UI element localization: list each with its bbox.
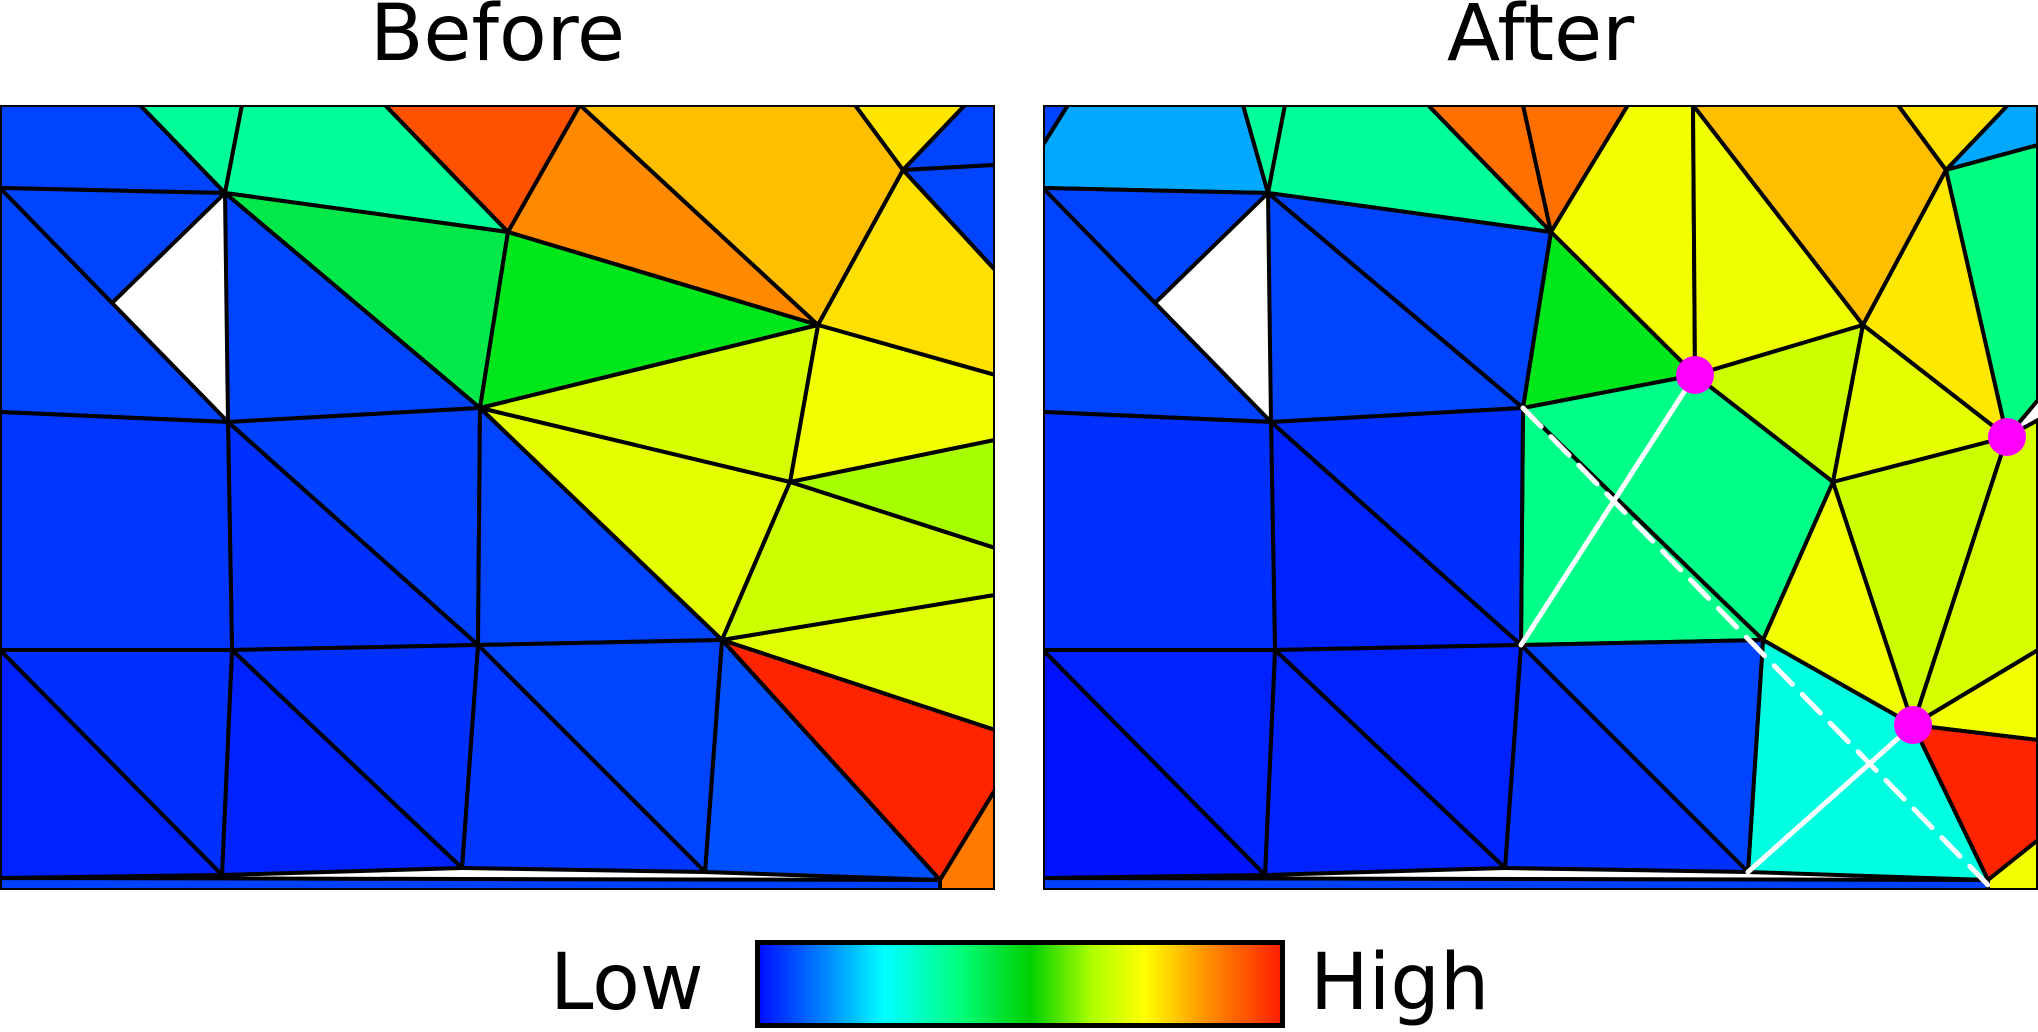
before-mesh bbox=[0, 105, 995, 890]
new-edge bbox=[1745, 722, 1916, 875]
mesh-triangle bbox=[1944, 105, 2038, 172]
inserted-vertex-marker bbox=[1894, 706, 1932, 744]
mesh-triangle bbox=[901, 105, 995, 172]
legend-high-label: High bbox=[1310, 938, 1490, 1028]
after-mesh-panel bbox=[1043, 105, 2038, 890]
inserted-vertex-marker bbox=[1676, 356, 1714, 394]
mesh-triangle bbox=[1043, 105, 1270, 195]
legend-low-label: Low bbox=[550, 938, 704, 1028]
after-title: After bbox=[1446, 0, 1635, 79]
mesh-triangle bbox=[1911, 418, 2038, 727]
colorbar bbox=[755, 940, 1285, 1028]
mesh-triangle bbox=[816, 168, 995, 377]
mesh-triangle bbox=[1043, 410, 1277, 652]
new-edge bbox=[1518, 372, 1698, 648]
before-title: Before bbox=[369, 0, 626, 79]
mesh-triangle bbox=[1043, 876, 1990, 890]
mesh-triangle bbox=[720, 480, 995, 642]
mesh-triangle bbox=[0, 410, 234, 652]
after-mesh bbox=[1043, 105, 2038, 890]
before-mesh-panel bbox=[0, 105, 995, 890]
mesh-triangle bbox=[0, 876, 942, 890]
inserted-vertex-marker bbox=[1988, 418, 2026, 456]
removed-edge bbox=[1520, 405, 1991, 888]
